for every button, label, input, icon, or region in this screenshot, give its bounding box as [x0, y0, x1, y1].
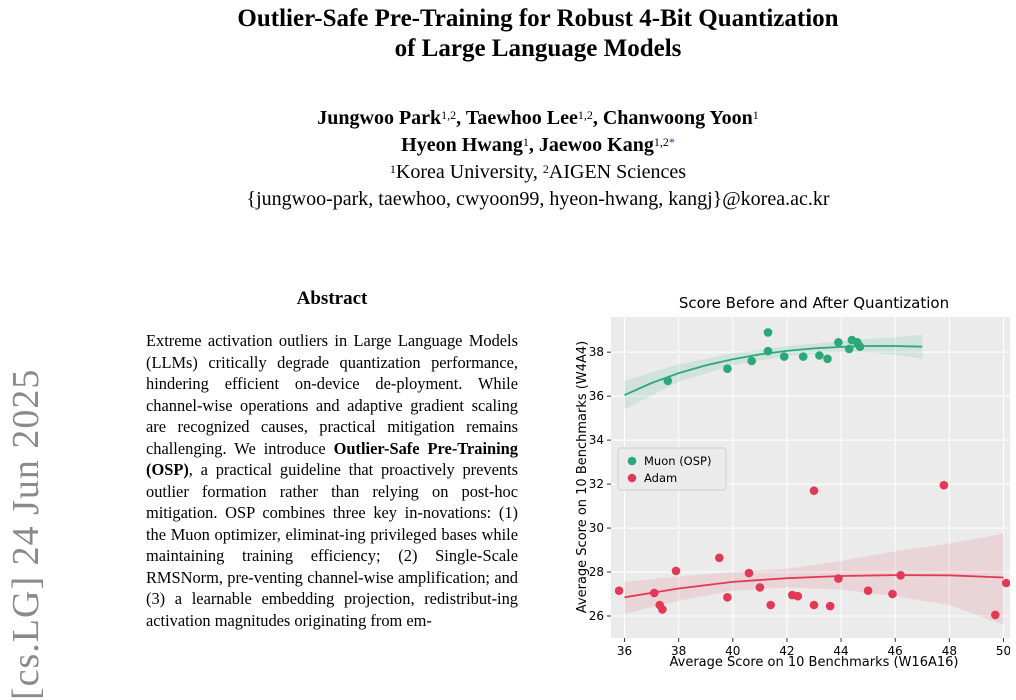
data-point-series-1: [834, 338, 843, 347]
x-tick-label: 36: [617, 644, 632, 658]
grid-lines: [611, 317, 1010, 638]
y-tick-label: 28: [589, 565, 604, 579]
y-axis-label: Average Score on 10 Benchmarks (W4A4): [575, 341, 590, 613]
y-tick-label: 30: [589, 521, 604, 535]
data-point-series-2: [939, 480, 949, 490]
x-tick-label: 50: [996, 644, 1010, 658]
chart-canvas: Score Before and After Quantization 36 38…: [575, 294, 1010, 670]
data-point-series-2: [991, 610, 1000, 620]
title-line-2: of Large Language Models: [394, 35, 682, 62]
y-tick-label: 26: [589, 609, 604, 623]
data-point-series-2: [744, 568, 754, 578]
data-point-series-1: [779, 352, 789, 361]
author-affil-sup: 1,2: [441, 108, 457, 122]
data-point-series-2: [614, 586, 624, 595]
data-point-series-2: [809, 486, 819, 495]
author-separator: ,: [456, 107, 466, 129]
y-tick-label: 34: [589, 433, 604, 447]
affiliation-1: Korea University,: [395, 161, 538, 183]
author-emails: {jungwoo-park, taewhoo, cwyoon99, hyeon-…: [246, 188, 830, 210]
corresponding-author-mark: *: [668, 135, 675, 149]
author-affil-sup: 1,2: [653, 135, 669, 149]
data-point-series-2: [723, 593, 732, 602]
paper-title: Outlier-Safe Pre-Training for Robust 4-B…: [140, 4, 936, 64]
arxiv-identifier-text: [cs.LG] 24 Jun 2025: [5, 368, 47, 700]
x-tick-label: 48: [942, 644, 957, 658]
data-point-series-1: [855, 342, 865, 351]
legend-box: [617, 447, 727, 491]
chart-title: Score Before and After Quantization: [679, 294, 949, 312]
data-point-series-2: [809, 600, 819, 610]
data-point-series-2: [863, 586, 873, 595]
scatter-chart: Score Before and After Quantization 36 38…: [570, 288, 1010, 672]
author-line-2: Hyeon Hwang1, Jaewoo Kang1,2*: [140, 132, 936, 159]
data-point-series-2: [671, 566, 681, 576]
trend-lines: [624, 345, 1004, 599]
affil-sup: 2: [542, 162, 549, 176]
author-affil-sup: 1: [752, 108, 759, 122]
y-tick-label: 36: [589, 389, 604, 403]
abstract-text-part-2: , a practical guideline that proactively…: [146, 460, 518, 630]
legend-marker-series-1: [627, 456, 637, 466]
data-point-series-2: [650, 588, 659, 598]
author-block: Jungwoo Park1,2, Taewhoo Lee1,2, Chanwoo…: [140, 105, 936, 213]
author-separator: ,: [528, 134, 539, 156]
legend-label-series-2: Adam: [644, 471, 677, 485]
affiliation-2: AIGEN Sciences: [548, 161, 687, 183]
author-name: Chanwoong Yoon: [602, 107, 753, 129]
data-point-series-2: [825, 601, 835, 611]
author-name: Jaewoo Kang: [538, 134, 654, 156]
data-point-series-1: [844, 344, 854, 354]
abstract-text-part-1: Extreme activation outliers in Large Lan…: [146, 331, 518, 458]
author-affil-sup: 1,2: [577, 108, 593, 122]
confidence-band-series-2: [624, 533, 1004, 625]
data-point-series-1: [823, 354, 832, 364]
data-point-series-2: [766, 600, 775, 610]
data-point-series-1: [747, 356, 756, 366]
legend-label-series-1: Muon (OSP): [644, 454, 711, 468]
arxiv-identifier: [cs.LG] 24 Jun 2025: [4, 340, 48, 700]
data-point-series-1: [763, 346, 773, 356]
title-line-1: Outlier-Safe Pre-Training for Robust 4-B…: [237, 5, 839, 32]
data-point-series-1: [763, 328, 773, 337]
affiliations: 1Korea University, 2AIGEN Sciences: [140, 159, 936, 186]
abstract-heading: Abstract: [296, 288, 368, 309]
chart-legend: Muon (OSP) Adam: [617, 447, 727, 491]
method-name-bold: Outlier-Safe Pre-Training (OSP): [146, 438, 518, 480]
trend-line-series-2: [624, 574, 1004, 599]
trend-line-series-1: [624, 345, 923, 396]
x-tick-label: 38: [671, 644, 686, 658]
data-point-series-1: [723, 364, 732, 373]
legend-marker-series-2: [627, 473, 637, 483]
data-points: [614, 328, 1010, 620]
y-tick-label: 32: [589, 477, 604, 491]
data-point-series-1: [815, 351, 824, 360]
x-tick-label: 46: [888, 644, 903, 658]
author-separator: ,: [592, 107, 603, 129]
author-name: Taewhoo Lee: [465, 107, 578, 129]
author-affil-sup: 1: [522, 135, 529, 149]
data-point-series-1: [663, 376, 673, 386]
x-tick-label: 40: [725, 644, 740, 658]
author-name: Hyeon Hwang: [401, 134, 523, 156]
data-point-series-2: [755, 583, 765, 592]
data-point-series-2: [896, 571, 905, 580]
affil-sup: 1: [389, 162, 396, 176]
x-axis-label: Average Score on 10 Benchmarks (W16A16): [670, 655, 959, 670]
data-point-series-2: [715, 553, 724, 563]
data-point-series-2: [793, 591, 803, 601]
author-name: Jungwoo Park: [317, 107, 442, 129]
data-point-series-2: [658, 605, 667, 614]
author-line-1: Jungwoo Park1,2, Taewhoo Lee1,2, Chanwoo…: [140, 105, 936, 132]
data-point-series-2: [834, 574, 843, 583]
x-tick-label: 42: [779, 644, 794, 658]
abstract-body: Extreme activation outliers in Large Lan…: [146, 330, 518, 631]
data-point-series-2: [1001, 578, 1010, 588]
data-point-series-2: [888, 589, 897, 599]
y-tick-label: 38: [589, 345, 604, 359]
data-point-series-1: [798, 352, 808, 361]
axis-ticks: 36 38 40 42 44 46 48 50 26 28 30 32 34 36 38: [589, 345, 1010, 658]
x-tick-label: 44: [833, 644, 848, 658]
